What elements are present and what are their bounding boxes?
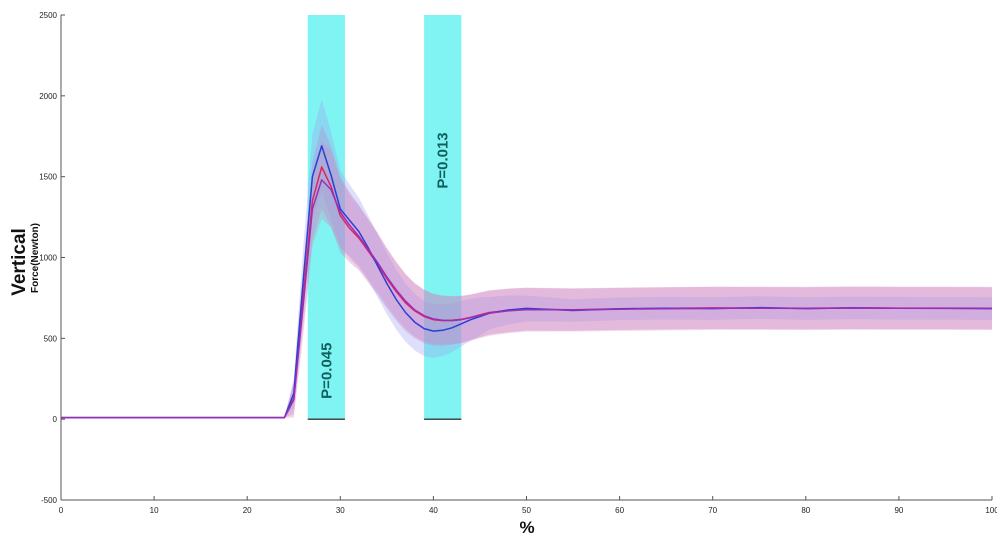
x-tick-label-40: 40	[429, 506, 438, 515]
x-axis-label: %	[519, 518, 534, 537]
x-tick-label-30: 30	[336, 506, 345, 515]
tick-labels: 0 10 20 30 40 50 60 70 80 90 100-50005001000150020…	[39, 11, 997, 515]
y-axis-label: Vertical	[9, 228, 30, 296]
x-tick-label-20: 20	[243, 506, 252, 515]
x-tick-label-0: 0	[59, 506, 64, 515]
y-axis-sublabel: Force(Newton)	[30, 223, 41, 293]
highlight-regions	[307, 15, 462, 420]
x-tick-label-50: 50	[522, 506, 531, 515]
series-line-2	[61, 145, 993, 419]
x-tick-label-100: 100	[985, 506, 997, 515]
series-band-2	[61, 99, 992, 418]
y-tick-label-500: 500	[44, 334, 58, 343]
y-tick-label-0: 0	[53, 415, 58, 424]
series-line-3	[61, 179, 993, 419]
x-tick-label-60: 60	[615, 506, 624, 515]
x-tick-label-90: 90	[894, 506, 903, 515]
x-tick-label-10: 10	[150, 506, 159, 515]
p-value-label-1: P=0.045	[318, 343, 335, 399]
highlight-region-1	[307, 15, 345, 420]
highlight-region-2	[424, 15, 462, 420]
y-tick-label-2500: 2500	[39, 11, 57, 20]
p-value-labels: P=0.045 P=0.013	[318, 132, 451, 398]
y-tick-label--500: -500	[41, 496, 58, 505]
y-tick-label-1000: 1000	[39, 254, 57, 263]
y-tick-label-2000: 2000	[39, 92, 57, 101]
axes	[60, 14, 993, 501]
x-tick-label-80: 80	[801, 506, 810, 515]
series-lines	[61, 145, 993, 419]
series-band-1	[61, 124, 992, 418]
y-tick-label-1500: 1500	[39, 173, 57, 182]
series-band-3	[61, 141, 992, 418]
x-tick-label-70: 70	[708, 506, 717, 515]
confidence-bands	[61, 99, 992, 418]
p-value-label-2: P=0.013	[435, 132, 452, 188]
